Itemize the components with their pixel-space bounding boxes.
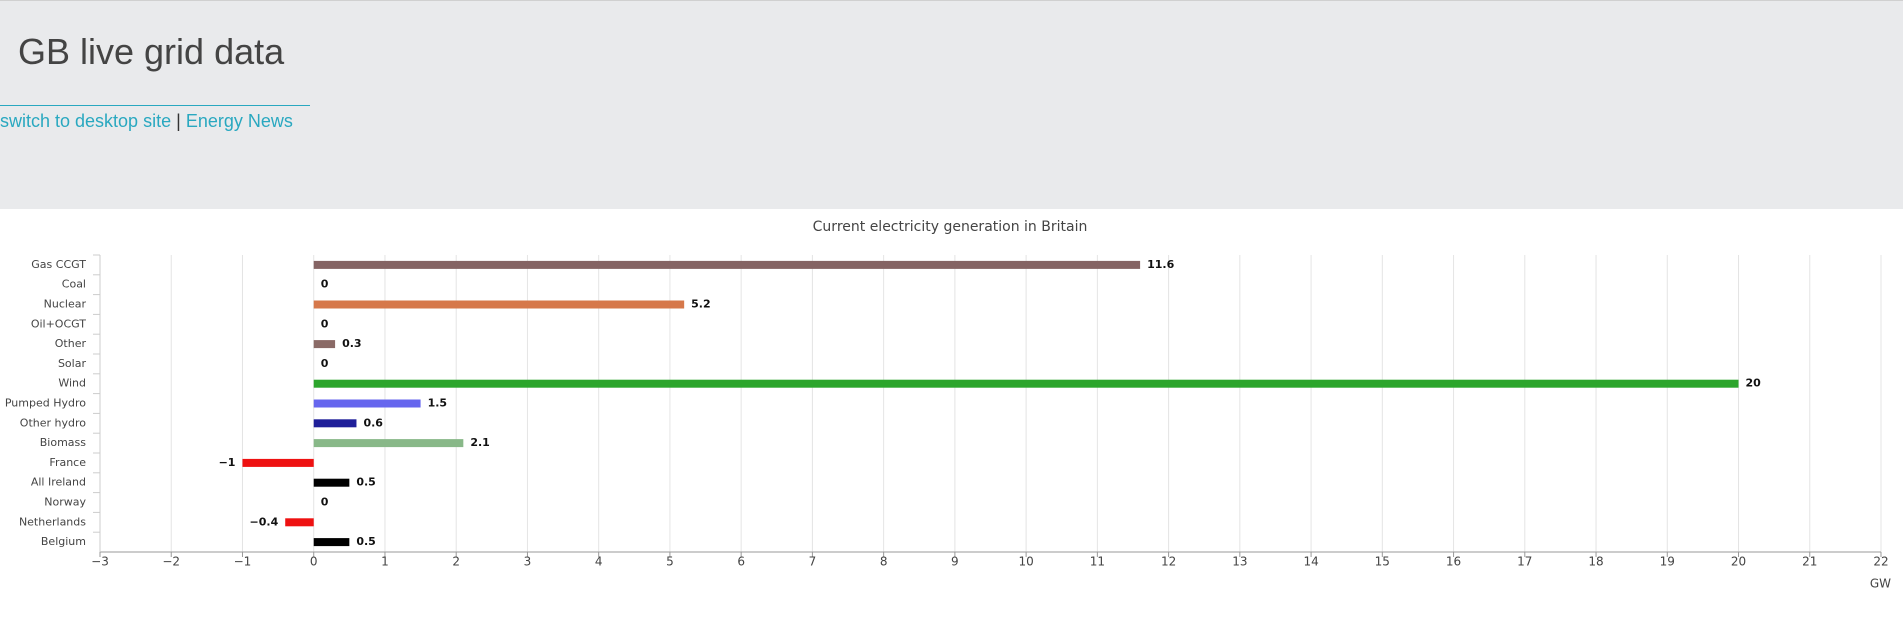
x-tick-label: 14: [1303, 555, 1318, 569]
data-label: 2.1: [470, 436, 490, 449]
x-tick-label: 0: [310, 555, 318, 569]
x-tick-label: 15: [1375, 555, 1390, 569]
x-tick-label: 17: [1517, 555, 1532, 569]
x-tick-label: 10: [1018, 555, 1033, 569]
x-tick-label: 7: [809, 555, 817, 569]
y-tick-label: All Ireland: [31, 476, 86, 489]
x-tick-label: 22: [1873, 555, 1888, 569]
data-label: 20: [1746, 377, 1762, 390]
x-tick-label: −1: [234, 555, 252, 569]
x-tick-label: 8: [880, 555, 888, 569]
bar: [313, 300, 685, 309]
divider: [0, 105, 310, 106]
y-tick-label: Biomass: [40, 436, 87, 449]
data-label: 11.6: [1147, 258, 1174, 271]
bar: [313, 260, 1141, 269]
y-tick-label: France: [49, 456, 86, 469]
x-tick-label: −2: [162, 555, 180, 569]
y-tick-label: Pumped Hydro: [5, 397, 86, 410]
link[interactable]: switch to desktop site: [0, 111, 172, 131]
y-tick-label: Other: [55, 337, 87, 350]
header: GB live grid data switch to desktop site…: [0, 0, 1903, 209]
y-tick-label: Gas CCGT: [31, 258, 86, 271]
link[interactable]: Energy News: [185, 111, 293, 131]
chart: Current electricity generation in Britai…: [5, 219, 1891, 591]
data-label: 0.5: [356, 535, 376, 548]
bar: [313, 439, 464, 448]
y-tick-label: Solar: [58, 357, 87, 370]
separator: |: [176, 111, 181, 131]
data-label: 0.5: [356, 476, 376, 489]
y-tick-label: Nuclear: [44, 298, 87, 311]
x-tick-label: 9: [951, 555, 959, 569]
data-label: 0.6: [363, 416, 383, 429]
x-tick-label: 2: [452, 555, 460, 569]
x-tick-label: 4: [595, 555, 603, 569]
x-tick-label: 13: [1232, 555, 1247, 569]
y-tick-label: Oil+OCGT: [31, 317, 86, 330]
x-tick-label: 21: [1802, 555, 1817, 569]
chart-title: Current electricity generation in Britai…: [813, 219, 1088, 235]
x-axis-label: GW: [1870, 577, 1891, 591]
data-label: 0: [321, 317, 329, 330]
x-tick-label: 11: [1090, 555, 1105, 569]
x-tick-label: 18: [1588, 555, 1603, 569]
y-tick-label: Norway: [44, 496, 86, 509]
bar: [313, 538, 350, 547]
data-label: −1: [219, 456, 236, 469]
x-tick-label: 5: [666, 555, 674, 569]
bar: [313, 379, 1739, 388]
data-label: 0: [321, 278, 329, 291]
data-label: 0: [321, 357, 329, 370]
y-tick-label: Wind: [58, 377, 86, 390]
y-tick-label: Coal: [62, 278, 86, 291]
data-label: −0.4: [250, 515, 279, 528]
x-tick-label: 12: [1161, 555, 1176, 569]
bar: [313, 340, 336, 349]
data-label: 0: [321, 496, 329, 509]
bar: [313, 399, 421, 408]
y-tick-label: Netherlands: [19, 515, 86, 528]
data-label: 1.5: [428, 397, 448, 410]
nav-links: switch to desktop site | Energy News: [0, 111, 293, 132]
x-tick-label: 3: [524, 555, 532, 569]
bar: [242, 458, 314, 467]
data-label: 5.2: [691, 298, 711, 311]
x-tick-label: 20: [1731, 555, 1746, 569]
bar: [285, 518, 314, 527]
data-label: 0.3: [342, 337, 362, 350]
x-tick-label: 1: [381, 555, 389, 569]
x-tick-label: 6: [737, 555, 745, 569]
x-tick-label: 16: [1446, 555, 1461, 569]
y-tick-label: Belgium: [41, 535, 86, 548]
bar: [313, 478, 350, 487]
x-tick-label: 19: [1660, 555, 1675, 569]
bar: [313, 419, 357, 428]
y-tick-label: Other hydro: [20, 416, 86, 429]
x-tick-label: −3: [91, 555, 109, 569]
site-title: GB live grid data: [18, 31, 285, 72]
